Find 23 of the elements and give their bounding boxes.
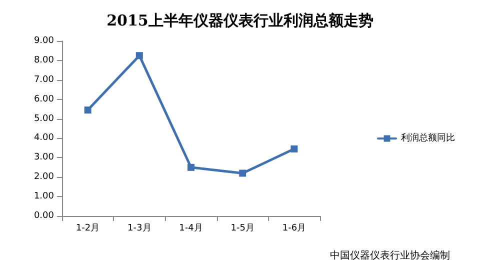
chart-title: 2015上半年仪器仪表行业利润总额走势 — [106, 12, 374, 30]
y-tick-label: 7.00 — [34, 74, 54, 85]
y-tick-label: 5.00 — [34, 114, 54, 124]
x-tick-label: 1-6月 — [282, 224, 306, 234]
y-tick-label: 4.00 — [34, 133, 54, 144]
y-tick-label: 2.00 — [34, 172, 54, 182]
point — [239, 170, 246, 177]
text: 中国仪器仪表行业协会编制 — [330, 250, 450, 262]
point — [136, 52, 143, 60]
y-tick-label: 8.00 — [34, 55, 54, 66]
legend-label: 利润总额同比 — [401, 132, 455, 144]
y-tick-label: 1.00 — [34, 192, 54, 202]
x-tick-label: 1-5月 — [230, 224, 254, 234]
point — [290, 145, 298, 152]
point — [188, 164, 194, 171]
x-tick-label: 1-4月 — [179, 224, 203, 234]
x-tick-label: 1-2月 — [76, 224, 100, 234]
y-tick-label: 9.00 — [34, 36, 54, 46]
y-tick-label: 0.00 — [34, 211, 54, 221]
y-tick-label: 6.00 — [34, 94, 54, 104]
y-tick-label: 3.00 — [34, 152, 54, 163]
x-tick-label: 1-3月 — [128, 224, 152, 234]
point — [84, 106, 92, 114]
